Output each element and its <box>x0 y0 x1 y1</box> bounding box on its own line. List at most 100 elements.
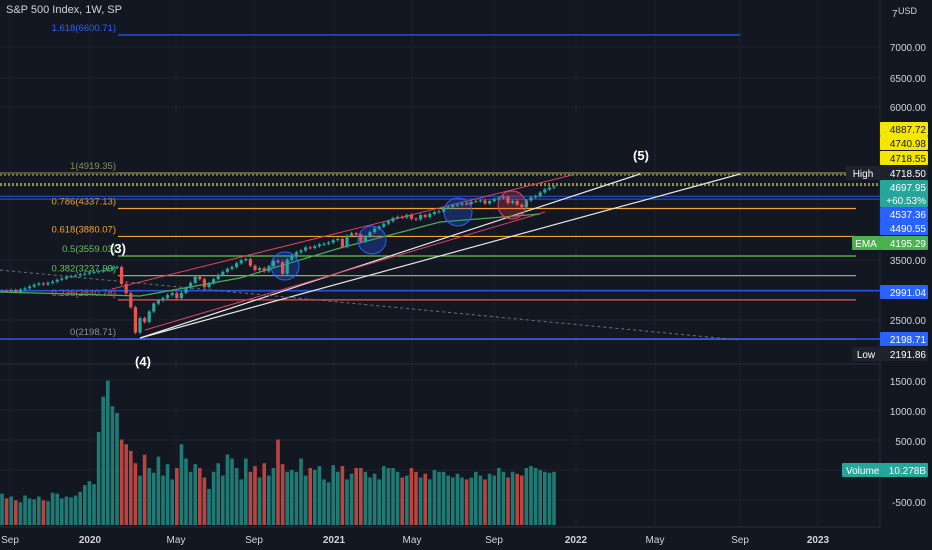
candle-body <box>336 238 340 241</box>
volume-bar <box>308 468 312 525</box>
volume-bar <box>46 501 50 525</box>
price-tag <box>880 236 928 250</box>
volume-bar <box>147 468 151 525</box>
volume-bar <box>244 458 248 525</box>
candle-body <box>78 274 82 276</box>
volume-bar <box>451 477 455 525</box>
volume-bar <box>418 477 423 525</box>
currency-label: USD <box>898 6 918 16</box>
volume-bar <box>336 471 340 525</box>
volume-bar <box>303 475 308 525</box>
volume-bar <box>161 475 165 525</box>
candle-body <box>60 278 64 280</box>
price-axis[interactable]: 7 USD 7000.00 6500.00 6000.00 3500.00 2500.00 1… <box>842 0 932 550</box>
candle-body <box>451 205 455 208</box>
volume-bar <box>552 471 556 525</box>
candle-body <box>359 234 363 242</box>
trend-line <box>139 173 741 339</box>
volume-bar <box>428 479 432 525</box>
time-tick: 2022 <box>565 535 588 546</box>
ema-line <box>0 213 541 297</box>
channel-upper <box>111 174 573 290</box>
price-tag <box>880 332 928 346</box>
candle-body <box>129 293 133 308</box>
candle-body <box>37 283 41 285</box>
price-tick: 6500.00 <box>890 74 927 85</box>
volume-bar <box>294 471 299 525</box>
volume-bar <box>4 498 9 525</box>
volume-bars <box>0 380 556 525</box>
candle-body <box>501 196 505 198</box>
volume-bar <box>115 412 119 525</box>
candle-body <box>373 228 377 233</box>
volume-bar <box>37 496 41 525</box>
volume-bar <box>271 468 276 525</box>
candle-body <box>432 212 436 214</box>
candle-body <box>377 226 381 229</box>
candle-body <box>350 233 354 236</box>
volume-bar <box>285 471 289 525</box>
candle-body <box>207 283 211 288</box>
candle-body <box>28 286 32 289</box>
volume-bar <box>529 466 533 525</box>
fib-label: 0.786(4337.13) <box>52 197 116 208</box>
candle-body <box>391 218 395 222</box>
volume-bar <box>474 471 478 525</box>
volume-bar <box>354 468 358 525</box>
candle-body <box>437 211 441 213</box>
price-tag-value: 4537.36 <box>890 210 927 221</box>
candle-body <box>331 240 335 243</box>
fib-label: 0.618(3880.07) <box>52 224 116 235</box>
volume-bar <box>483 479 487 525</box>
volume-bar <box>179 444 184 525</box>
price-axis-bg <box>880 0 932 550</box>
volume-bar <box>230 458 234 525</box>
candle-body <box>124 284 128 294</box>
time-tick: Sep <box>1 535 19 546</box>
volume-bar <box>515 473 519 525</box>
candle-body <box>529 197 533 201</box>
price-tick: 3500.00 <box>890 256 927 267</box>
candle-body <box>156 300 160 304</box>
candle-body <box>14 290 18 292</box>
volume-bar <box>460 477 464 525</box>
volume-bar <box>446 475 450 525</box>
candle-body <box>64 276 68 279</box>
candle-body <box>175 293 179 299</box>
candle-body <box>9 290 13 292</box>
volume-bar <box>55 493 59 525</box>
candle-body <box>267 266 271 272</box>
volume-bar <box>400 477 404 525</box>
candle-body <box>363 236 367 242</box>
wave-labels: (3) (4) (5) <box>110 148 649 369</box>
candle-body <box>69 276 73 278</box>
time-axis[interactable]: Sep 2020 May Sep 2021 May Sep 2022 May Sep 2023 <box>0 526 932 550</box>
candle-body <box>405 215 409 218</box>
candle-body <box>368 232 372 237</box>
candle-body <box>488 201 492 204</box>
volume-bar <box>395 471 400 525</box>
volume-bar <box>216 463 220 525</box>
candle-body <box>198 276 202 280</box>
fib-retracement[interactable]: 1.618(6600.71) 1(4919.35) 0.786(4337.13) 0.… <box>0 23 880 340</box>
time-tick: 2021 <box>323 535 346 546</box>
candle-body <box>497 197 501 200</box>
price-tick: 6000.00 <box>890 103 927 114</box>
volume-bar <box>9 496 13 525</box>
volume-bar <box>87 481 92 525</box>
candle-body <box>101 270 105 272</box>
candle-body <box>386 221 390 224</box>
volume-bar <box>543 471 547 525</box>
candle-body <box>524 200 528 208</box>
candle-body <box>51 281 55 283</box>
volume-tag-label: Volume <box>846 466 880 477</box>
volume-tag <box>842 463 928 477</box>
volume-bar <box>257 477 262 525</box>
price-tag-value: 4718.55 <box>890 154 927 165</box>
time-tick: Sep <box>485 535 503 546</box>
volume-bar <box>497 468 501 525</box>
fib-label: 1.618(6600.71) <box>52 23 116 34</box>
candle-body <box>120 266 124 285</box>
candle-body <box>322 243 326 245</box>
